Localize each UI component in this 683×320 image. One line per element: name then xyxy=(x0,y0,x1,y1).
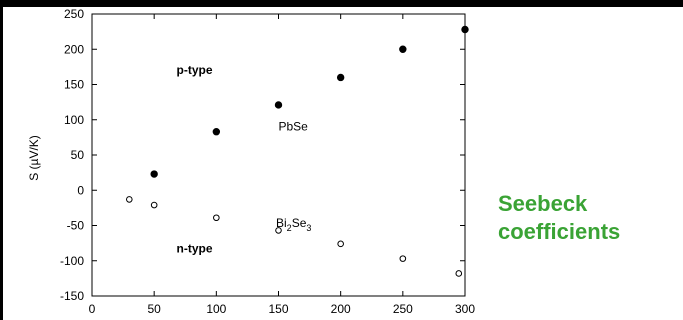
y-tick-label: 200 xyxy=(64,42,84,56)
bi2se3-point xyxy=(126,196,133,203)
y-tick-label: -50 xyxy=(67,219,85,233)
y-axis-label: S (µV/K) xyxy=(27,135,41,181)
side-title-line1: Seebeck xyxy=(498,191,588,216)
pbse-point xyxy=(274,101,283,109)
pbse-point xyxy=(336,73,345,82)
y-tick-label: 150 xyxy=(64,78,84,92)
y-tick-label: -150 xyxy=(60,289,84,303)
y-tick-label: 50 xyxy=(71,148,85,162)
bi2se3-mid: Se xyxy=(292,216,307,230)
bi2se3-point xyxy=(455,270,463,277)
x-tick-label: 250 xyxy=(393,302,413,316)
bi2se3-series-label: Bi2Se3 xyxy=(276,216,311,233)
x-tick-label: 150 xyxy=(268,302,288,316)
pbse-point xyxy=(212,128,221,136)
pbse-annotation: PbSe xyxy=(279,119,309,133)
y-tick-label: 100 xyxy=(64,113,84,127)
seebeck-coefficients-title: Seebeck coefficients xyxy=(498,190,620,246)
bi2se3-point xyxy=(399,255,407,262)
n-type-annotation: n-type xyxy=(177,241,213,255)
chart-annotations: p-type PbSe n-type xyxy=(177,63,309,255)
axis-ticks: 0 50 100 150 200 250 300 -150 -100 -50 0 50 100 150 20… xyxy=(60,7,475,316)
bi2se3-sub2: 3 xyxy=(306,223,311,233)
y-tick-label: 0 xyxy=(77,183,84,197)
pbse-point xyxy=(150,170,158,178)
x-tick-label: 0 xyxy=(89,302,96,316)
top-border-bar xyxy=(0,0,683,7)
y-tick-label: -100 xyxy=(60,254,84,268)
bi2se3-point xyxy=(213,214,220,222)
x-tick-label: 200 xyxy=(331,302,351,316)
data-points xyxy=(126,25,469,277)
plot-border xyxy=(91,13,466,297)
side-title-line2: coefficients xyxy=(498,219,621,244)
bi2se3-point xyxy=(150,201,158,209)
p-type-annotation: p-type xyxy=(177,63,213,77)
left-border-bar xyxy=(0,0,3,320)
pbse-point xyxy=(461,25,469,34)
bi2se3-point xyxy=(275,227,282,234)
x-tick-label: 100 xyxy=(206,302,226,316)
y-tick-label: 250 xyxy=(64,7,84,21)
x-tick-label: 300 xyxy=(455,302,475,316)
x-tick-label: 50 xyxy=(147,302,161,316)
plot-frame xyxy=(91,13,466,297)
bi2se3-sub1: 2 xyxy=(287,223,292,233)
bi2se3-base: Bi xyxy=(276,216,287,230)
bi2se3-point xyxy=(337,240,344,248)
pbse-point xyxy=(399,45,407,53)
